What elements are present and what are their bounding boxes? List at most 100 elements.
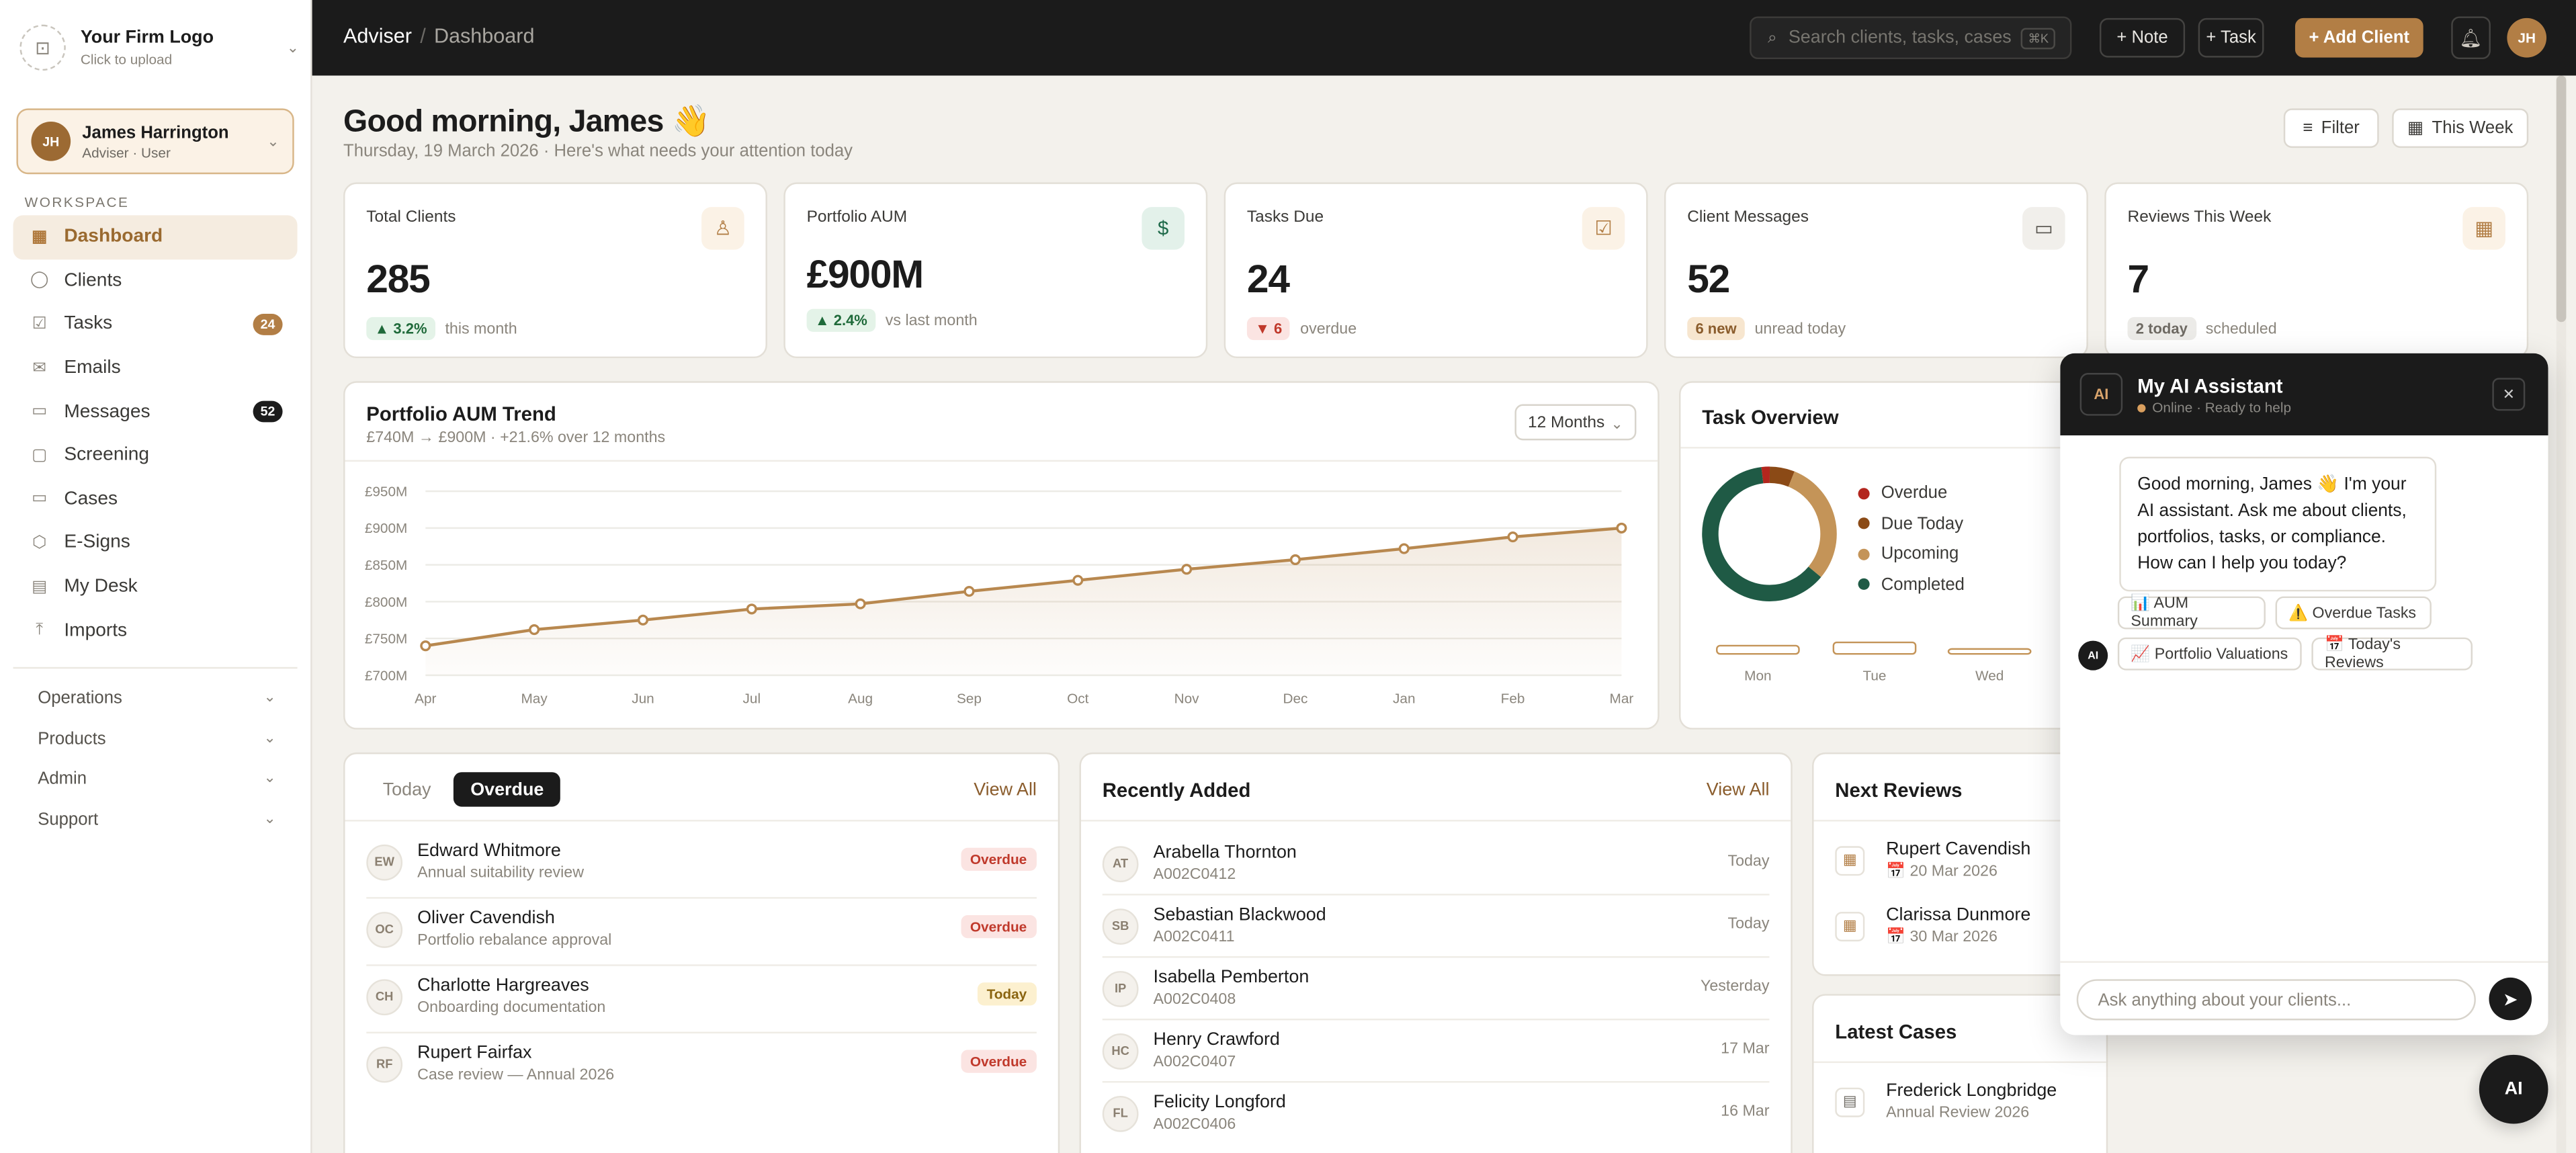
ai-fab-button[interactable]: AI xyxy=(2479,1054,2548,1124)
sidebar-item-clients[interactable]: ◯ Clients xyxy=(13,259,298,302)
trend-note: overdue xyxy=(1300,319,1357,338)
search-input[interactable]: ⌕ Search clients, tasks, cases ⌘K xyxy=(1750,16,2072,60)
client-name: Sebastian Blackwood xyxy=(1153,905,1326,925)
stat-card-client-messages[interactable]: Client Messages ▭ 52 6 new unread today xyxy=(1664,182,2088,359)
stat-card-total-clients[interactable]: Total Clients ♙ 285 ▲ 3.2% this month xyxy=(343,182,767,359)
add-note-button[interactable]: + Note xyxy=(2099,17,2186,58)
donut-slice-completed[interactable] xyxy=(1702,467,1821,601)
add-client-button[interactable]: + Add Client xyxy=(2294,17,2423,58)
bell-icon[interactable]: 🔔︎ xyxy=(2451,16,2491,60)
breadcrumb: Adviser / Dashboard xyxy=(343,25,534,48)
stat-card-portfolio-aum[interactable]: Portfolio AUM $ £900M ▲ 2.4% vs last month xyxy=(783,182,1208,359)
stat-label: Total Clients xyxy=(366,208,456,227)
send-icon[interactable]: ➤ xyxy=(2489,977,2532,1021)
suggestion-chip[interactable]: ⚠️ Overdue Tasks xyxy=(2275,596,2432,630)
donut-slice-overdue[interactable] xyxy=(1761,466,1770,484)
filter-button[interactable]: ≡ Filter xyxy=(2283,108,2379,148)
sidebar-group-support[interactable]: Support ⌄ xyxy=(38,809,276,828)
task-row[interactable]: CH Charlotte Hargreaves Onboarding documen… xyxy=(366,976,605,1017)
sidebar-group-products[interactable]: Products ⌄ xyxy=(38,728,276,748)
tab-today[interactable]: Today xyxy=(382,779,431,800)
profile-avatar[interactable]: JH xyxy=(2507,17,2547,58)
aum-point[interactable] xyxy=(963,586,975,597)
divider xyxy=(1680,447,2105,449)
calendar-icon: ▦ xyxy=(1835,910,1865,941)
aum-point[interactable] xyxy=(1289,554,1301,566)
sidebar-item-tasks[interactable]: ☑ Tasks 24 xyxy=(13,302,298,346)
client-initials-avatar: CH xyxy=(366,978,403,1015)
sidebar-item-messages[interactable]: ▭ Messages 52 xyxy=(13,390,298,433)
suggestion-chip[interactable]: 📈 Portfolio Valuations xyxy=(2117,637,2302,671)
stat-card-tasks-due[interactable]: Tasks Due ☑ 24 ▼ 6 overdue xyxy=(1223,182,1648,359)
task-row[interactable]: RF Rupert Fairfax Case review — Annual 202… xyxy=(366,1043,614,1084)
add-task-button[interactable]: + Task xyxy=(2198,17,2264,58)
y-tick-label: £700M xyxy=(365,668,407,683)
recent-view-all-link[interactable]: View All xyxy=(1706,780,1770,800)
tasks-view-all-link[interactable]: View All xyxy=(974,780,1037,800)
document-icon: ▤ xyxy=(1835,1086,1865,1117)
aum-point[interactable] xyxy=(746,603,757,615)
aum-point[interactable] xyxy=(1616,522,1627,533)
divider xyxy=(366,964,1037,966)
client-reference: A002C0406 xyxy=(1153,1115,1236,1134)
y-tick-label: £950M xyxy=(365,484,407,499)
legend-item: Due Today xyxy=(1858,509,1965,539)
stat-card-reviews-this-week[interactable]: Reviews This Week ▦ 7 2 today scheduled xyxy=(2104,182,2529,359)
sidebar-group-admin[interactable]: Admin ⌄ xyxy=(38,769,276,788)
trend-note: vs last month xyxy=(885,311,978,330)
sidebar-item-dashboard[interactable]: ▦ Dashboard xyxy=(13,215,298,259)
chevron-down-icon: ⌄ xyxy=(263,769,276,785)
sidebar-item-e-signs[interactable]: ⬡ E-Signs xyxy=(13,521,298,565)
aum-point[interactable] xyxy=(529,624,540,636)
aum-point[interactable] xyxy=(1507,531,1518,543)
divider xyxy=(1102,956,1770,958)
donut-slice-due-today[interactable] xyxy=(1769,466,1795,487)
day-label: Tue xyxy=(1862,668,1886,683)
breadcrumb-root[interactable]: Adviser xyxy=(343,24,412,48)
sidebar-item-screening[interactable]: ▢ Screening xyxy=(13,433,298,477)
stat-value: 52 xyxy=(1687,257,1730,302)
sidebar-group-operations[interactable]: Operations ⌄ xyxy=(38,689,276,708)
firm-logo-upload[interactable]: ⊡ Your Firm Logo Click to upload ⌄ xyxy=(19,22,299,74)
user-switcher[interactable]: JH James Harrington Adviser · User ⌄ xyxy=(16,108,294,175)
recent-client-row[interactable]: FL Felicity Longford A002C0406 xyxy=(1102,1093,1286,1134)
suggestion-chip[interactable]: 📅 Today's Reviews xyxy=(2311,636,2473,672)
recent-clients-title: Recently Added xyxy=(1102,779,1251,802)
aum-point[interactable] xyxy=(1181,564,1193,575)
trend-pill: 2 today xyxy=(2127,316,2196,341)
date-range-button[interactable]: ▦ This Week xyxy=(2392,108,2529,148)
tab-overdue[interactable]: Overdue xyxy=(454,772,560,807)
sidebar-item-label: Dashboard xyxy=(64,227,163,247)
review-row[interactable]: ▦ Clarissa Dunmore 📅 30 Mar 2026 xyxy=(1835,905,2030,946)
task-row[interactable]: OC Oliver Cavendish Portfolio rebalance ap… xyxy=(366,908,611,949)
client-initials-avatar: FL xyxy=(1102,1095,1139,1131)
aum-point[interactable] xyxy=(1398,543,1410,554)
dollar-icon: $ xyxy=(1142,207,1185,250)
aum-point[interactable] xyxy=(420,640,431,652)
case-row[interactable]: ▤ Frederick Longbridge Annual Review 2026 xyxy=(1835,1081,2057,1122)
recent-client-row[interactable]: IP Isabella Pemberton A002C0408 xyxy=(1102,968,1309,1009)
x-tick-label: Nov xyxy=(1174,691,1200,707)
grid-icon: ▦ xyxy=(32,228,48,247)
review-row[interactable]: ▦ Rupert Cavendish 📅 20 Mar 2026 xyxy=(1835,839,2030,881)
legend-item: Completed xyxy=(1858,569,1965,599)
sidebar-item-emails[interactable]: ✉ Emails xyxy=(13,346,298,390)
page-scrollbar[interactable] xyxy=(2556,75,2567,1153)
sidebar-item-imports[interactable]: ⤒ Imports xyxy=(13,609,298,652)
sidebar-item-my-desk[interactable]: ▤ My Desk xyxy=(13,565,298,609)
ai-chat-input[interactable]: Ask anything about your clients... xyxy=(2076,979,2476,1021)
aum-point[interactable] xyxy=(1072,574,1084,586)
aum-point[interactable] xyxy=(855,598,866,609)
aum-point[interactable] xyxy=(637,614,649,626)
stat-trend: ▲ 2.4% vs last month xyxy=(806,308,978,332)
recent-client-row[interactable]: SB Sebastian Blackwood A002C0411 xyxy=(1102,905,1326,946)
task-row[interactable]: EW Edward Whitmore Annual suitability revi… xyxy=(366,841,584,882)
scrollbar-thumb[interactable] xyxy=(2556,75,2567,323)
suggestion-chip[interactable]: 📊 AUM Summary xyxy=(2117,595,2266,631)
range-select[interactable]: 12 Months ⌄ xyxy=(1514,404,1637,441)
sidebar-item-cases[interactable]: ▭ Cases xyxy=(13,477,298,521)
donut-slice-upcoming[interactable] xyxy=(1788,471,1837,578)
recent-client-row[interactable]: AT Arabella Thornton A002C0412 xyxy=(1102,843,1297,884)
close-icon[interactable]: ✕ xyxy=(2492,378,2526,411)
recent-client-row[interactable]: HC Henry Crawford A002C0407 xyxy=(1102,1030,1280,1071)
